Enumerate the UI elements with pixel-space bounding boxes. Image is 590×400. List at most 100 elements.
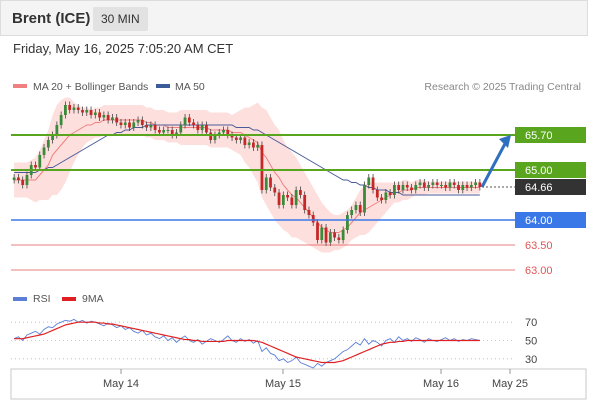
candle-body	[422, 182, 426, 188]
last-price-label: 64.66	[525, 182, 553, 194]
candle-body	[111, 117, 114, 120]
candle-body	[64, 105, 67, 115]
candle-body	[333, 232, 336, 238]
candle-body	[85, 110, 89, 113]
candle-body	[346, 215, 349, 230]
candle-body	[243, 137, 247, 145]
candle-body	[478, 182, 482, 187]
candle-body	[46, 140, 50, 148]
interval-selector[interactable]: 30 MIN	[93, 7, 148, 31]
candle-body	[230, 135, 234, 138]
candle-body	[444, 185, 448, 188]
candle-body	[89, 110, 93, 115]
candle-body	[205, 125, 208, 133]
legend-9ma-swatch	[62, 297, 76, 301]
candle-body	[12, 177, 16, 180]
time-axis	[10, 368, 587, 400]
resistance-label-box	[515, 162, 586, 178]
candle-body	[286, 195, 289, 198]
candle-body	[226, 130, 230, 135]
candle-body	[196, 125, 200, 130]
candle-body	[247, 142, 251, 145]
candle-body	[269, 177, 272, 188]
candle-body	[431, 182, 435, 185]
ma20-line	[14, 119, 480, 233]
candle-body	[367, 177, 371, 185]
candle-body	[465, 185, 469, 188]
candle-body	[397, 185, 401, 190]
candle-body	[119, 122, 123, 125]
x-tick-label: May 15	[265, 378, 301, 390]
candle-body	[76, 107, 80, 110]
candle-body	[17, 177, 20, 180]
candle-body	[328, 232, 332, 243]
resistance-label-box	[515, 127, 586, 143]
x-tick-label: May 16	[423, 378, 459, 390]
candle-body	[132, 122, 136, 128]
candle-body	[358, 205, 362, 213]
candle-body	[72, 107, 76, 110]
candle-body	[200, 125, 204, 130]
x-tick-label: May 14	[103, 378, 139, 390]
price-plot-area	[12, 97, 482, 253]
candle-body	[371, 177, 375, 190]
rsi-tick-label: 70	[525, 317, 537, 329]
candle-body	[213, 135, 217, 140]
candle-body	[337, 237, 341, 240]
candle-body	[316, 222, 319, 240]
candle-body	[294, 190, 298, 205]
candle-body	[307, 210, 311, 215]
rsi-9ma-line	[14, 321, 480, 364]
candle-body	[149, 125, 153, 128]
candle-body	[175, 132, 178, 135]
candle-body	[158, 130, 161, 133]
candle-body	[59, 115, 63, 125]
legend-bollinger-label: MA 20 + Bollinger Bands	[33, 81, 148, 93]
candle-body	[469, 185, 473, 188]
rsi-tick-label: 50	[525, 336, 537, 348]
bollinger-band	[14, 97, 480, 253]
candle-body	[427, 185, 430, 188]
candle-body	[375, 190, 379, 198]
candle-body	[123, 122, 127, 125]
rsi-tick-label: 30	[525, 354, 537, 366]
candle-body	[25, 175, 29, 185]
candle-body	[457, 185, 460, 190]
candle-body	[192, 122, 195, 125]
candle-body	[222, 130, 225, 133]
last-price-box	[515, 179, 586, 195]
candle-body	[384, 192, 388, 200]
candle-body	[414, 185, 418, 190]
projection-arrow	[480, 139, 509, 188]
candle-body	[34, 165, 37, 168]
candle-body	[281, 195, 285, 205]
candle-body	[440, 185, 443, 186]
candle-body	[68, 105, 72, 110]
candle-body	[260, 145, 264, 190]
candle-body	[183, 117, 187, 125]
candle-body	[128, 122, 131, 128]
candle-body	[252, 142, 255, 148]
target-label: 63.00	[525, 265, 553, 277]
resistance-label: 65.70	[525, 130, 553, 142]
candle-body	[320, 227, 324, 240]
candle-body	[405, 185, 409, 188]
candle-body	[303, 195, 307, 210]
candle-body	[170, 130, 174, 135]
chart-header: Brent (ICE) 30 MIN	[0, 0, 588, 36]
candle-body	[264, 177, 268, 190]
candle-body	[324, 227, 328, 243]
candle-body	[435, 182, 439, 185]
candle-body	[145, 125, 148, 128]
price-levels: 65.70 65.00 64.66 64.00 63.50 63.00	[11, 127, 586, 277]
candle-body	[401, 185, 405, 190]
instrument-title: Brent (ICE)	[12, 10, 91, 27]
candle-body	[354, 205, 358, 210]
candle-body	[55, 125, 59, 135]
candle-body	[474, 182, 477, 185]
candle-body	[239, 137, 242, 140]
candle-body	[51, 135, 54, 140]
candle-body	[234, 137, 238, 140]
support-label: 64.00	[525, 215, 553, 227]
candle-body	[256, 145, 260, 148]
